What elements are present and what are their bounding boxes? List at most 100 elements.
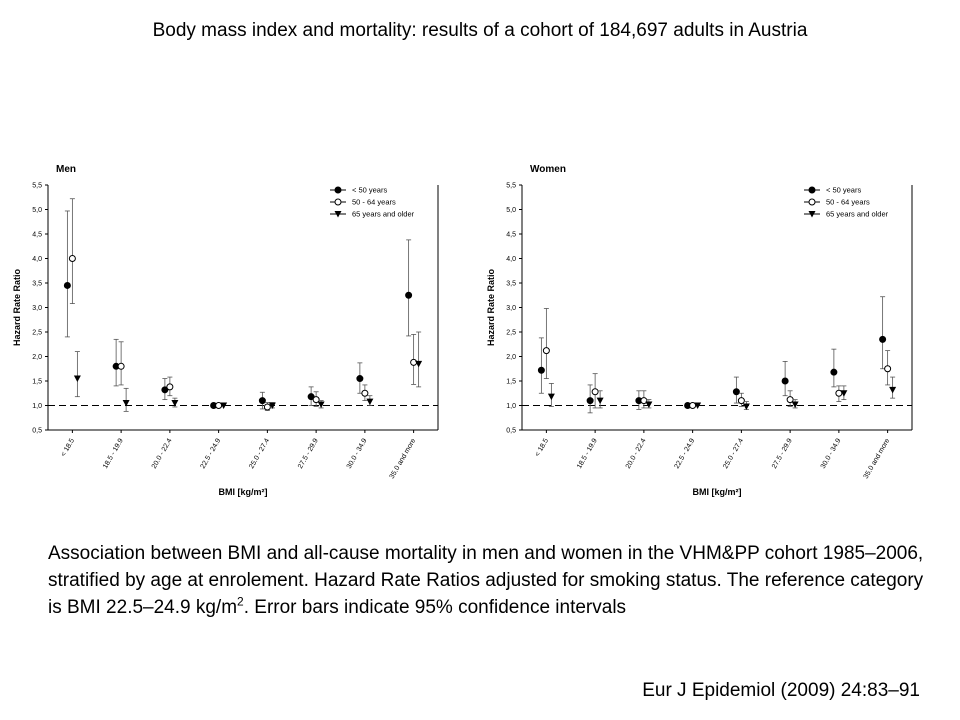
women-data-point (689, 402, 697, 409)
caption-text-before: Association between BMI and all-cause mo… (48, 543, 924, 618)
men-y-tick-label: 4,0 (32, 256, 42, 263)
men-data-point (73, 375, 81, 383)
women-series-50-years (537, 296, 887, 414)
women-data-point (830, 368, 838, 376)
women-x-tick-label: < 18.5 (534, 437, 550, 458)
women-series-65-years-and-older (547, 376, 897, 410)
men-data-point (405, 291, 413, 299)
men-data-point (317, 401, 325, 409)
men-data-point (312, 396, 320, 404)
women-data-point (596, 397, 604, 405)
women-x-tick-label: 18.5 - 19.9 (576, 437, 599, 470)
men-data-point (161, 386, 169, 394)
women-x-tick-label: 35.0 and more (863, 437, 892, 480)
men-data-point (166, 383, 174, 391)
women-y-tick-label: 1,5 (506, 379, 516, 386)
women-data-point (640, 397, 648, 405)
men-data-point (263, 403, 271, 411)
women-data-point (547, 393, 555, 401)
men-data-point (220, 402, 228, 409)
men-legend-marker (334, 198, 342, 206)
women-x-tick-label: 25.0 - 27.4 (722, 437, 745, 470)
men-y-tick-label: 1,0 (32, 403, 42, 410)
women-legend-marker (808, 198, 816, 206)
men-legend-label: < 50 years (352, 186, 387, 195)
men-data-point (361, 389, 369, 397)
men-x-tick-label: 22.5 - 24.9 (200, 437, 223, 470)
men-data-point (68, 255, 76, 262)
women-y-tick-label: 3,5 (506, 281, 516, 288)
men-data-point (117, 362, 125, 370)
men-series-50-years (63, 210, 413, 410)
figure-caption: Association between BMI and all-cause mo… (48, 540, 928, 621)
women-x-tick-label: 30.0 - 34.9 (820, 437, 843, 470)
women-data-point (694, 402, 702, 409)
men-y-tick-label: 3,5 (32, 281, 42, 288)
caption-superscript: 2 (237, 594, 244, 609)
women-data-point (781, 377, 789, 385)
men-x-tick-label: 30.0 - 34.9 (346, 437, 369, 470)
women-legend-label: < 50 years (826, 186, 861, 195)
men-legend-label: 50 - 64 years (352, 198, 396, 207)
women-data-point (791, 401, 799, 409)
men-y-tick-label: 5,0 (32, 207, 42, 214)
women-x-axis-label: BMI [kg/m²] (693, 487, 742, 497)
women-y-axis-label: Hazard Rate Ratio (486, 268, 496, 346)
men-data-point (258, 397, 266, 405)
men-data-point (171, 400, 179, 407)
men-data-point (215, 402, 223, 409)
men-y-tick-label: 3,0 (32, 305, 42, 312)
women-legend-label: 50 - 64 years (826, 198, 870, 207)
men-data-point (415, 360, 423, 368)
women-legend-label: 65 years and older (826, 210, 889, 219)
men-x-tick-label: 20.0 - 22.4 (151, 437, 174, 470)
men-data-point (356, 375, 364, 383)
citation: Eur J Epidemiol (2009) 24:83–91 (642, 680, 920, 701)
chart-men-svg: Men 0,5 1,0 1,5 2,0 2,5 3,0 3,5 4,0 4,5 5,0 5,5 Haza… (12, 164, 439, 497)
women-data-point (742, 403, 750, 410)
men-data-point (410, 358, 418, 366)
women-y-tick-label: 0,5 (506, 428, 516, 435)
caption-text-after: . Error bars indicate 95% confidence int… (243, 597, 627, 618)
women-legend-marker (808, 211, 816, 218)
women-y-tick-label: 2,5 (506, 330, 516, 337)
men-legend-label: 65 years and older (352, 210, 415, 219)
women-data-point (840, 390, 848, 397)
slide-title: Body mass index and mortality: results o… (152, 20, 808, 41)
men-x-tick-label: 35.0 and more (389, 437, 418, 480)
women-panel-title: Women (530, 164, 566, 175)
men-y-tick-label: 4,5 (32, 232, 42, 239)
men-series-65-years-and-older (73, 331, 423, 412)
women-y-tick-label: 2,0 (506, 354, 516, 361)
men-data-point (63, 281, 71, 289)
women-x-tick-label: 20.0 - 22.4 (625, 437, 648, 470)
women-data-point (879, 335, 887, 343)
men-data-point (268, 402, 276, 409)
women-x-tick-label: 27.5 - 29.9 (771, 437, 794, 470)
men-y-tick-label: 1,5 (32, 379, 42, 386)
women-y-tick-label: 1,0 (506, 403, 516, 410)
men-series-50-64-years (68, 198, 418, 411)
women-data-point (591, 388, 599, 396)
women-legend-marker (808, 186, 816, 194)
women-data-point (889, 386, 897, 394)
women-y-tick-label: 4,0 (506, 256, 516, 263)
women-data-point (537, 366, 545, 374)
men-x-axis-label: BMI [kg/m²] (219, 487, 268, 497)
women-data-point (645, 401, 653, 409)
men-x-tick-label: < 18.5 (60, 437, 76, 458)
chart-men: Men 0,5 1,0 1,5 2,0 2,5 3,0 3,5 4,0 4,5 5,0 5,5 Haza… (8, 150, 448, 505)
women-y-tick-label: 5,5 (506, 183, 516, 190)
women-y-tick-label: 3,0 (506, 305, 516, 312)
men-y-tick-label: 2,5 (32, 330, 42, 337)
men-x-tick-label: 27.5 - 29.9 (297, 437, 320, 470)
men-data-point (366, 398, 374, 406)
men-y-tick-label: 0,5 (32, 428, 42, 435)
women-data-point (542, 347, 550, 355)
men-y-tick-label: 2,0 (32, 354, 42, 361)
women-data-point (835, 389, 843, 397)
men-y-tick-label: 5,5 (32, 183, 42, 190)
men-legend-marker (334, 211, 342, 218)
chart-women-svg: Women 0,5 1,0 1,5 2,0 2,5 3,0 3,5 4,0 4,5 5,0 5,5 Ha… (486, 164, 913, 497)
men-panel-title: Men (56, 164, 76, 175)
